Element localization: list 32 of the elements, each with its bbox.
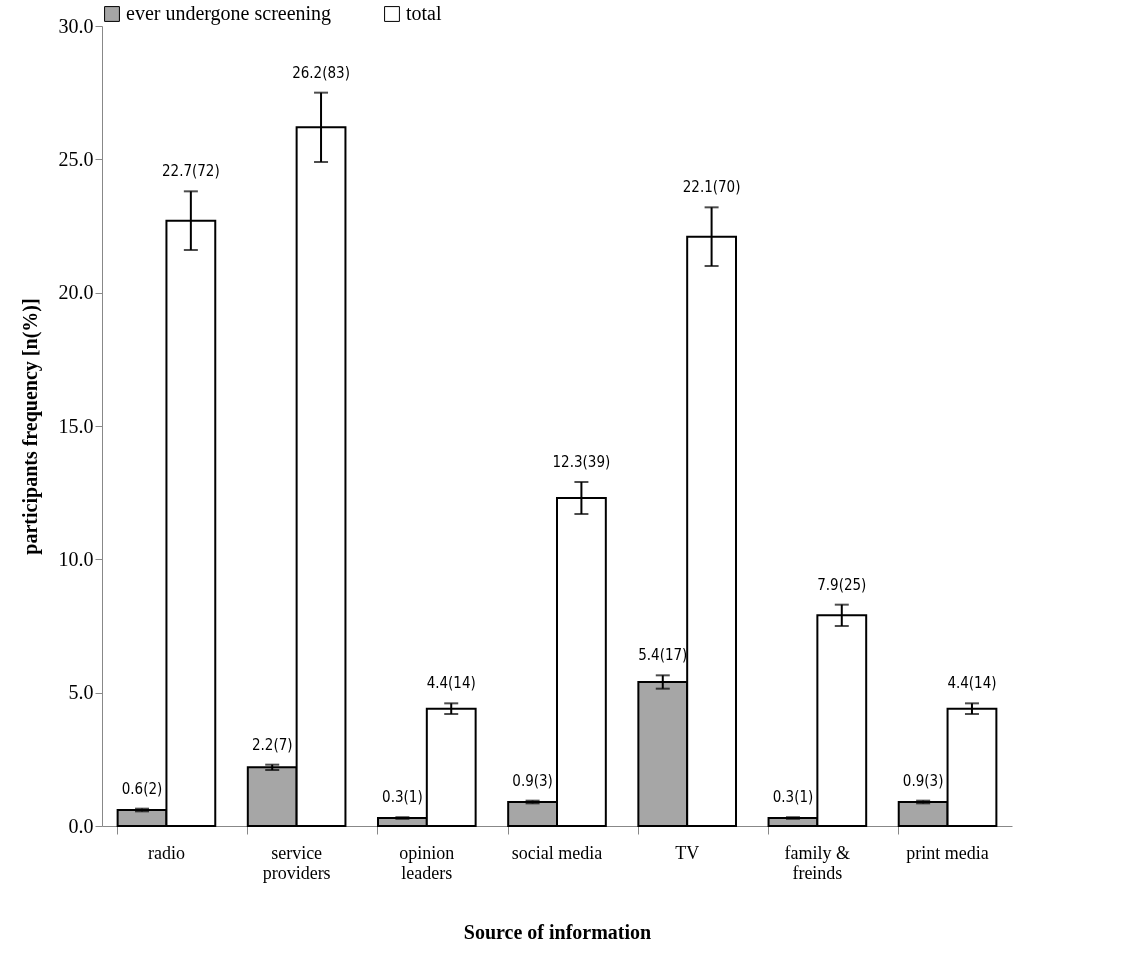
legend-label: total	[406, 2, 442, 24]
x-tick-label: print media	[906, 842, 989, 863]
data-label: 22.7(72)	[161, 162, 220, 181]
y-tick-label: 20.0	[58, 281, 94, 304]
data-label: 0.3(1)	[772, 788, 814, 807]
data-label: 26.2(83)	[292, 63, 350, 82]
x-tick-label: TV	[675, 842, 700, 863]
data-label: 12.3(39)	[552, 453, 611, 471]
y-axis-title: participants frequency [n(%)]	[18, 298, 42, 555]
data-label: 0.6(2)	[121, 779, 163, 798]
y-tick-label: 30.0	[58, 14, 94, 37]
data-label: 2.2(7)	[251, 735, 293, 754]
legend-label: ever undergone screening	[126, 2, 332, 25]
y-tick-label: 5.0	[68, 681, 94, 704]
data-label: 5.4(17)	[638, 646, 688, 665]
x-axis-title: Source of information	[463, 920, 652, 943]
data-label: 7.9(25)	[817, 575, 867, 594]
data-label: 22.1(70)	[682, 178, 741, 197]
y-tick-label: 15.0	[58, 414, 94, 437]
y-tick-label: 25.0	[58, 147, 94, 170]
x-tick-label: radio	[147, 842, 185, 863]
x-tick-label: opinion leaders	[399, 842, 455, 883]
x-tick-label: service providers	[262, 842, 331, 883]
x-tick-label: family & freinds	[784, 842, 851, 883]
data-label: 4.4(14)	[947, 674, 997, 693]
data-label: 0.3(1)	[382, 788, 423, 807]
data-label: 0.9(3)	[512, 771, 553, 790]
data-label: 4.4(14)	[426, 674, 476, 693]
data-label: 0.9(3)	[902, 771, 944, 790]
y-tick-label: 10.0	[58, 547, 94, 570]
x-tick-label: social media	[511, 842, 603, 863]
y-tick-label: 0.0	[68, 814, 94, 837]
